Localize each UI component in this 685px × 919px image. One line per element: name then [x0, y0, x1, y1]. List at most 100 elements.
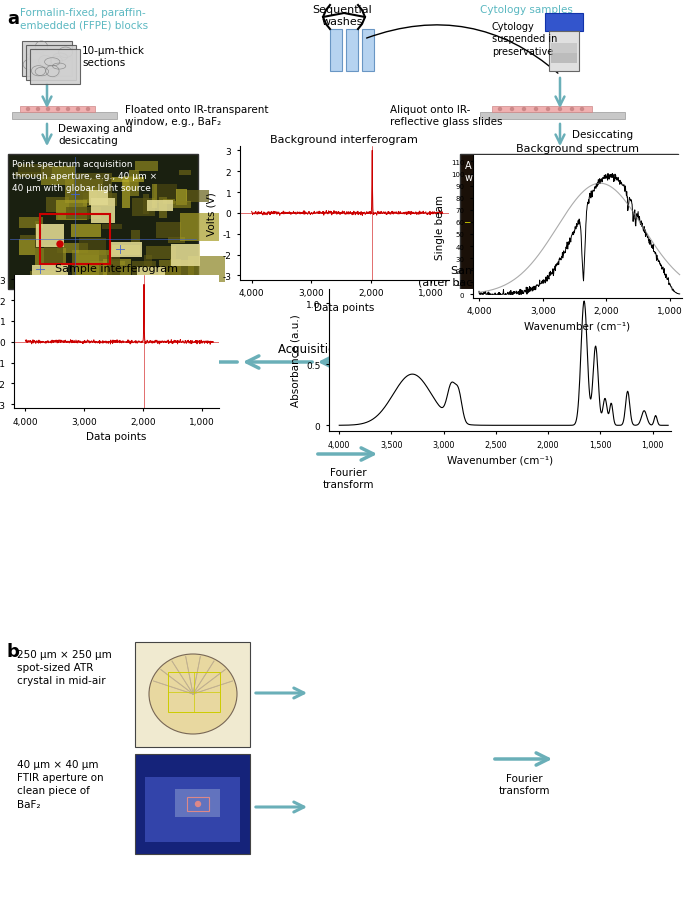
- Bar: [32, 267, 68, 290]
- Bar: [107, 256, 120, 276]
- Bar: [132, 262, 156, 279]
- Circle shape: [566, 195, 571, 199]
- Bar: [57, 281, 75, 308]
- Circle shape: [584, 260, 588, 266]
- Circle shape: [559, 179, 561, 181]
- Bar: [147, 247, 176, 260]
- Circle shape: [527, 251, 531, 255]
- Y-axis label: Absorbance (a.u.): Absorbance (a.u.): [290, 314, 301, 407]
- Circle shape: [499, 108, 501, 111]
- Circle shape: [569, 220, 571, 221]
- Circle shape: [550, 221, 554, 224]
- X-axis label: Data points: Data points: [314, 303, 375, 313]
- Bar: [57, 244, 88, 254]
- Circle shape: [594, 191, 598, 195]
- Circle shape: [27, 108, 29, 111]
- Circle shape: [599, 246, 604, 252]
- Text: 250 μm × 250 μm
spot-sized ATR
crystal in mid-air: 250 μm × 250 μm spot-sized ATR crystal i…: [17, 650, 112, 686]
- Bar: [362, 30, 374, 72]
- Bar: [123, 181, 129, 209]
- Bar: [154, 185, 177, 203]
- Bar: [346, 30, 358, 72]
- Bar: [182, 279, 219, 292]
- Bar: [159, 261, 194, 288]
- Text: Sequential
washes: Sequential washes: [312, 5, 372, 27]
- Circle shape: [558, 108, 562, 111]
- Circle shape: [612, 188, 616, 192]
- Circle shape: [66, 108, 69, 111]
- Circle shape: [528, 244, 534, 248]
- Circle shape: [593, 210, 596, 214]
- Circle shape: [543, 266, 547, 269]
- Circle shape: [541, 225, 545, 229]
- Bar: [55, 200, 87, 221]
- Circle shape: [609, 210, 614, 216]
- Circle shape: [603, 222, 608, 227]
- Circle shape: [585, 191, 590, 198]
- Bar: [460, 154, 678, 289]
- Circle shape: [579, 248, 581, 250]
- Bar: [58, 211, 89, 221]
- Circle shape: [551, 244, 556, 249]
- Circle shape: [619, 217, 621, 221]
- Circle shape: [567, 233, 573, 239]
- Circle shape: [534, 108, 538, 111]
- Circle shape: [600, 227, 603, 230]
- Bar: [168, 673, 220, 712]
- Circle shape: [574, 190, 577, 193]
- Circle shape: [593, 176, 595, 178]
- Bar: [30, 50, 80, 85]
- Circle shape: [535, 231, 540, 236]
- Text: -200: -200: [541, 215, 557, 221]
- Bar: [65, 180, 103, 204]
- Bar: [91, 199, 115, 223]
- Bar: [41, 167, 77, 186]
- Text: ATR crystal in contact
with cytology: ATR crystal in contact with cytology: [465, 161, 571, 183]
- Circle shape: [597, 177, 603, 183]
- Circle shape: [574, 247, 580, 253]
- Bar: [46, 198, 69, 212]
- Bar: [147, 200, 173, 212]
- Bar: [132, 199, 155, 216]
- Circle shape: [545, 180, 548, 183]
- X-axis label: Wavenumber (cm⁻¹): Wavenumber (cm⁻¹): [524, 322, 630, 332]
- Circle shape: [587, 192, 591, 196]
- Title: Sample spectrum
(after background correction): Sample spectrum (after background correc…: [418, 266, 582, 288]
- Circle shape: [563, 189, 565, 191]
- Circle shape: [538, 221, 543, 224]
- Circle shape: [562, 235, 566, 239]
- Circle shape: [560, 253, 563, 255]
- Bar: [20, 107, 95, 113]
- Circle shape: [535, 253, 537, 255]
- Circle shape: [580, 224, 582, 226]
- Circle shape: [600, 250, 603, 252]
- Circle shape: [553, 225, 558, 230]
- Bar: [186, 191, 209, 203]
- Circle shape: [597, 258, 601, 263]
- Circle shape: [539, 245, 544, 251]
- Circle shape: [566, 263, 572, 268]
- Circle shape: [571, 250, 577, 255]
- Circle shape: [573, 227, 577, 231]
- Circle shape: [573, 181, 575, 184]
- Bar: [22, 42, 72, 77]
- Circle shape: [521, 207, 523, 210]
- Bar: [180, 213, 219, 242]
- Circle shape: [527, 259, 530, 261]
- Ellipse shape: [149, 654, 237, 734]
- Title: Sample interferogram: Sample interferogram: [55, 264, 178, 274]
- Bar: [16, 281, 51, 290]
- Circle shape: [568, 232, 573, 237]
- Circle shape: [596, 257, 599, 260]
- Circle shape: [593, 191, 597, 195]
- Bar: [145, 777, 240, 842]
- Bar: [90, 262, 125, 267]
- Bar: [112, 246, 140, 255]
- Circle shape: [578, 234, 581, 238]
- Circle shape: [589, 244, 594, 249]
- Circle shape: [534, 178, 539, 183]
- Circle shape: [576, 177, 580, 182]
- Bar: [113, 277, 142, 295]
- Circle shape: [595, 176, 600, 181]
- Bar: [143, 195, 149, 215]
